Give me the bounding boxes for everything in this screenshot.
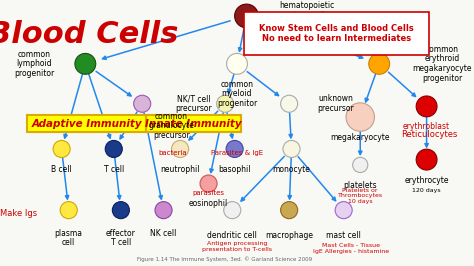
Text: plasma
cell: plasma cell xyxy=(55,229,83,247)
Ellipse shape xyxy=(281,202,298,219)
Text: Parasites & IgE: Parasites & IgE xyxy=(211,150,263,156)
Text: Reticulocytes: Reticulocytes xyxy=(401,130,457,139)
Ellipse shape xyxy=(416,96,437,117)
Text: common
granulocyte
precursor: common granulocyte precursor xyxy=(148,112,194,140)
Ellipse shape xyxy=(75,53,96,74)
Ellipse shape xyxy=(60,202,77,219)
Ellipse shape xyxy=(224,202,241,219)
Ellipse shape xyxy=(155,202,172,219)
Text: Mast Cells - Tissue
IgE Allergies - histamine: Mast Cells - Tissue IgE Allergies - hist… xyxy=(313,243,389,254)
Ellipse shape xyxy=(235,4,258,28)
FancyBboxPatch shape xyxy=(27,115,146,132)
Text: Know Stem Cells and Blood Cells
No need to learn Intermediates: Know Stem Cells and Blood Cells No need … xyxy=(259,24,414,43)
FancyBboxPatch shape xyxy=(244,12,429,55)
Text: dendritic cell: dendritic cell xyxy=(207,231,257,240)
Text: effector
T cell: effector T cell xyxy=(106,229,136,247)
Text: eosinophil: eosinophil xyxy=(189,200,228,209)
Text: bacteria: bacteria xyxy=(159,150,187,156)
FancyBboxPatch shape xyxy=(146,115,241,132)
Text: common
myeloid
progenitor: common myeloid progenitor xyxy=(217,80,257,108)
Text: Innate Immunity: Innate Immunity xyxy=(145,119,241,129)
Text: common
lymphoid
progenitor: common lymphoid progenitor xyxy=(14,50,55,78)
Ellipse shape xyxy=(283,140,300,157)
Text: parasites: parasites xyxy=(192,190,225,196)
Text: platelets: platelets xyxy=(344,181,377,190)
Text: Adaptive Immunity: Adaptive Immunity xyxy=(31,119,142,129)
Text: 120 days: 120 days xyxy=(412,188,441,193)
Ellipse shape xyxy=(105,140,122,157)
Text: NK/T cell
precursor: NK/T cell precursor xyxy=(175,94,212,113)
Text: B cell: B cell xyxy=(51,165,72,174)
Text: erythroblast: erythroblast xyxy=(403,122,450,131)
Ellipse shape xyxy=(227,53,247,74)
Text: T cell: T cell xyxy=(104,165,124,174)
Ellipse shape xyxy=(369,53,390,74)
Text: NK cell: NK cell xyxy=(150,229,177,238)
Text: Figure 1.14 The Immune System, 3ed. © Garland Science 2009: Figure 1.14 The Immune System, 3ed. © Ga… xyxy=(137,256,312,262)
Ellipse shape xyxy=(226,140,243,157)
Ellipse shape xyxy=(416,149,437,170)
Text: mast cell: mast cell xyxy=(326,231,361,240)
Text: Antigen processing
presentation to T-cells: Antigen processing presentation to T-cel… xyxy=(202,241,272,252)
Ellipse shape xyxy=(346,103,374,131)
Ellipse shape xyxy=(335,202,352,219)
Ellipse shape xyxy=(217,95,234,112)
Text: neutrophil: neutrophil xyxy=(160,165,200,174)
Text: monocyte: monocyte xyxy=(273,165,310,174)
Ellipse shape xyxy=(172,140,189,157)
Text: unknown
precursor: unknown precursor xyxy=(318,94,355,113)
Text: erythrocyte: erythrocyte xyxy=(404,176,449,185)
Text: common
erythroid
megakaryocyte
progenitor: common erythroid megakaryocyte progenito… xyxy=(412,45,472,83)
Text: Blood Cells: Blood Cells xyxy=(0,20,178,49)
Text: macrophage: macrophage xyxy=(265,231,313,240)
Text: megakaryocyte: megakaryocyte xyxy=(330,133,390,142)
Text: basophil: basophil xyxy=(219,165,251,174)
Text: hematopoietic
stem cell: hematopoietic stem cell xyxy=(280,1,335,20)
Ellipse shape xyxy=(134,95,151,112)
Ellipse shape xyxy=(281,95,298,112)
Ellipse shape xyxy=(53,140,70,157)
Ellipse shape xyxy=(112,202,129,219)
Text: Platelets or
Thrombocytes
10 days: Platelets or Thrombocytes 10 days xyxy=(337,188,383,204)
Ellipse shape xyxy=(200,175,217,192)
Text: Make Igs: Make Igs xyxy=(0,209,37,218)
Ellipse shape xyxy=(353,157,368,173)
